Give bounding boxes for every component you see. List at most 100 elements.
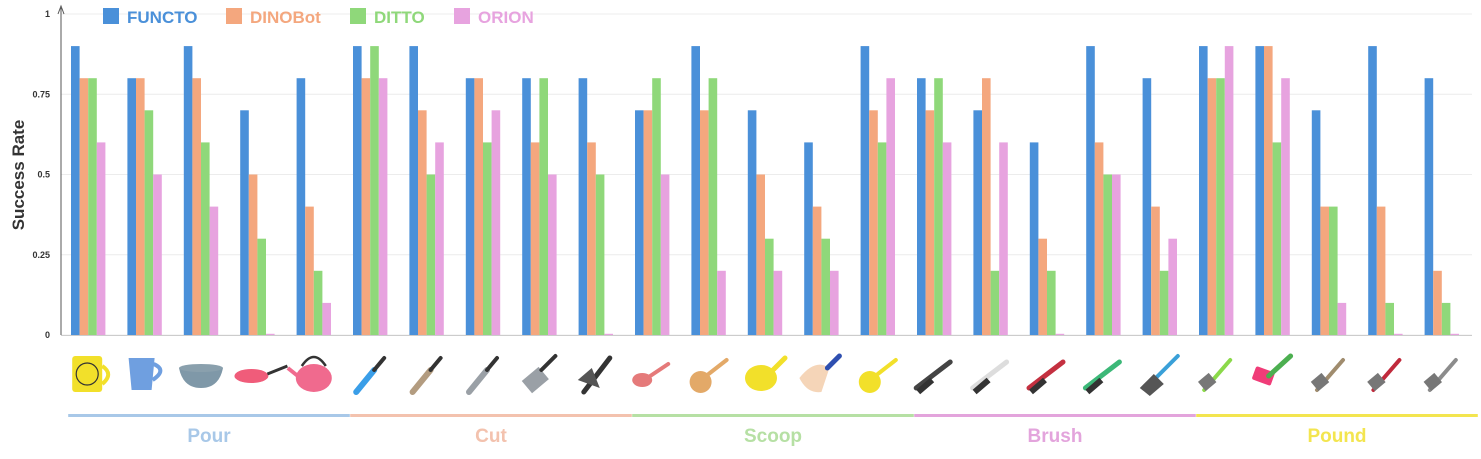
bar-functo-cup <box>127 78 136 335</box>
bar-orion-meat-hammer <box>1450 333 1459 335</box>
bar-ditto-knife-small <box>426 174 436 335</box>
hammer-icon <box>1423 358 1458 392</box>
bar-orion-hammer-red <box>1394 333 1403 335</box>
bar-functo-broom <box>1142 78 1152 335</box>
knife-icon <box>409 356 443 395</box>
hammer-icon <box>1197 358 1233 392</box>
bar-ditto-brush-white <box>990 270 1000 335</box>
bar-ditto-spoon-red <box>652 78 661 335</box>
bar-ditto-shovel-toy <box>821 238 830 335</box>
bar-ditto-ladle-yellow <box>877 142 887 335</box>
bar-dinobot-kettle <box>305 206 314 335</box>
legend-label-ditto: DITTO <box>374 8 425 27</box>
mug-icon <box>72 356 111 392</box>
group-label-brush: Brush <box>1028 426 1083 447</box>
bar-dinobot-spoon-red <box>643 110 653 335</box>
bar-dinobot-bowl <box>192 78 201 335</box>
ladle-icon <box>858 358 898 393</box>
hammer-icon <box>1310 358 1345 392</box>
bar-ditto-brush-red <box>1047 270 1056 335</box>
cup-icon <box>128 358 163 390</box>
bar-functo-brush-white <box>973 110 982 335</box>
bar-ditto-brush-bottle <box>1103 174 1112 335</box>
y-tick-label: 0.25 <box>32 250 50 260</box>
bar-orion-mallet-pink <box>1281 78 1290 335</box>
bar-ditto-mallet-pink <box>1272 142 1282 335</box>
tool-icons <box>72 353 1458 396</box>
group-label-scoop: Scoop <box>744 426 802 447</box>
legend-swatch-orion <box>454 8 470 24</box>
bars <box>71 46 1459 335</box>
bar-functo-knife-blue <box>353 46 362 335</box>
group-label-cut: Cut <box>475 426 507 447</box>
bar-ditto-brush-black <box>934 78 943 335</box>
bar-orion-scoop-yellow <box>773 270 783 335</box>
bar-dinobot-cup <box>136 78 145 335</box>
bar-dinobot-brush-red <box>1038 238 1047 335</box>
category-groups: Pour Cut Scoop Brush Pound <box>68 414 1478 447</box>
bar-functo-mallet-pink <box>1255 46 1264 335</box>
group-line-pour <box>68 414 350 417</box>
y-axis-arrow <box>57 4 65 15</box>
bar-dinobot-hammer-red <box>1376 206 1386 335</box>
legend-swatch-dinobot <box>226 8 242 24</box>
bar-functo-bowl <box>183 46 193 335</box>
bar-ditto-knife-blue <box>370 46 379 335</box>
y-axis-label: Success Rate <box>9 120 28 231</box>
bar-orion-hammer-green <box>1224 46 1234 335</box>
y-tick-label: 0.5 <box>37 170 50 180</box>
bar-dinobot-knife-small <box>418 110 427 335</box>
y-tick-label: 1 <box>45 9 50 19</box>
bar-functo-kettle <box>296 78 306 335</box>
bar-functo-cleaver <box>522 78 531 335</box>
scoop-icon <box>745 355 788 391</box>
hammer-icon <box>1367 358 1402 392</box>
bar-orion-kettle <box>322 302 331 335</box>
bar-ditto-kettle <box>313 270 323 335</box>
bar-ditto-pan <box>257 238 266 335</box>
bar-ditto-hammer-green <box>1216 78 1225 335</box>
bar-functo-mug <box>71 46 80 335</box>
bar-functo-meat-tenderizer <box>1311 110 1321 335</box>
bar-orion-knife-chef <box>491 110 501 335</box>
bar-dinobot-axe <box>587 142 596 335</box>
bar-ditto-cup <box>144 110 154 335</box>
bar-orion-shovel-toy <box>830 270 839 335</box>
knife-icon <box>466 356 499 395</box>
bar-orion-bowl <box>209 206 219 335</box>
bar-ditto-scoop-yellow <box>765 238 774 335</box>
bar-orion-ladle-yellow <box>886 78 895 335</box>
bar-functo-knife-chef <box>465 78 475 335</box>
bar-functo-knife-small <box>409 46 418 335</box>
bar-dinobot-brush-black <box>925 110 935 335</box>
group-line-pound <box>1196 414 1478 417</box>
bar-orion-pan <box>266 333 275 335</box>
legend-swatch-functo <box>103 8 119 24</box>
bar-functo-shovel-toy <box>804 142 813 335</box>
bar-orion-spoon-red <box>660 174 670 335</box>
axe-icon <box>577 355 613 395</box>
bar-orion-knife-blue <box>378 78 388 335</box>
bar-dinobot-shovel-toy <box>812 206 822 335</box>
bar-orion-brush-white <box>999 142 1008 335</box>
bar-functo-scoop-yellow <box>747 110 757 335</box>
legend-swatch-ditto <box>350 8 366 24</box>
brush-icon <box>970 359 1010 395</box>
bar-orion-broom <box>1168 238 1177 335</box>
group-label-pour: Pour <box>187 426 231 447</box>
bar-orion-brush-bottle <box>1112 174 1121 335</box>
bar-orion-cleaver <box>548 174 557 335</box>
shovel-icon <box>799 353 842 393</box>
bar-functo-ladle-yellow <box>860 46 870 335</box>
bar-orion-brush-black <box>942 142 952 335</box>
bar-dinobot-knife-chef <box>474 78 483 335</box>
bar-ditto-knife-chef <box>483 142 492 335</box>
brush-icon <box>1082 359 1122 395</box>
bar-functo-ladle-wood <box>691 46 700 335</box>
bar-ditto-cleaver <box>539 78 548 335</box>
bar-functo-pan <box>240 110 249 335</box>
group-line-cut <box>350 414 632 417</box>
group-line-brush <box>914 414 1196 417</box>
bar-dinobot-brush-white <box>982 78 991 335</box>
